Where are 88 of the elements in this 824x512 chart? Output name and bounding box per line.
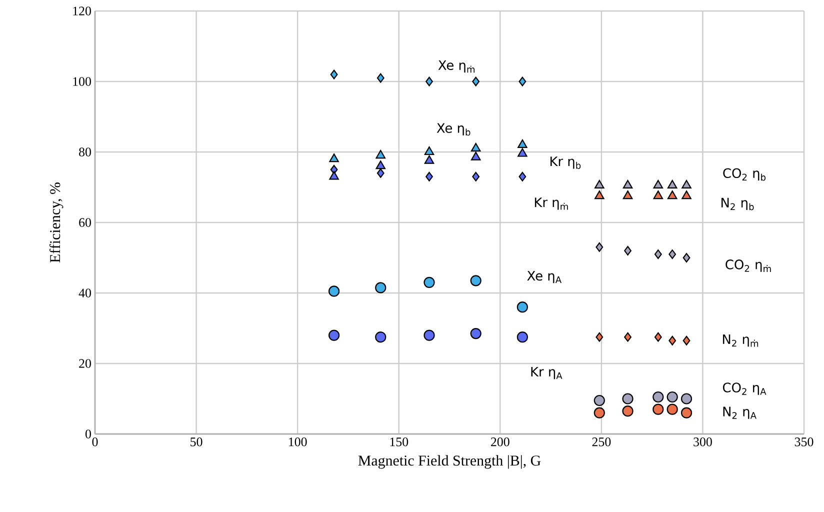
point: [594, 190, 604, 200]
text: CO$_{2}$ η$_{b}$: [723, 168, 766, 181]
point: [624, 246, 632, 256]
point: [424, 146, 434, 156]
text: N$_{2}$ η$_{A}$: [723, 406, 756, 419]
x-tick-label: 350: [794, 438, 814, 446]
y-tick-label: 40: [78, 288, 91, 298]
point: [470, 328, 482, 340]
point: [596, 332, 604, 342]
point: [426, 172, 433, 182]
x-axis-title: Magnetic Field Strength |B|, G: [358, 455, 541, 469]
point: [652, 404, 664, 415]
point: [426, 76, 433, 86]
point: [472, 76, 480, 86]
point: [376, 73, 384, 83]
point: [666, 391, 678, 403]
point: [518, 148, 528, 157]
x-tick-label: 250: [592, 438, 611, 446]
y-tick-label: 20: [79, 359, 91, 368]
x-tick-label: 150: [390, 438, 408, 446]
point: [424, 330, 435, 341]
point: [518, 76, 526, 86]
point: [654, 332, 662, 342]
point: [375, 282, 386, 294]
point: [594, 394, 605, 406]
point: [682, 252, 690, 262]
text: N$_{2}$ η$_{ṁ}$: [722, 334, 758, 347]
point: [516, 302, 528, 313]
point: [376, 160, 386, 170]
point: [622, 180, 633, 189]
point: [424, 155, 434, 164]
text: CO$_{2}$ η$_{ṁ}$: [726, 260, 771, 272]
point: [622, 406, 634, 417]
point: [470, 275, 482, 286]
point: [682, 180, 692, 189]
y-tick-label: 80: [79, 148, 91, 156]
point: [328, 330, 340, 341]
point: [682, 190, 692, 200]
point: [680, 393, 692, 404]
x-tick-label: 200: [490, 438, 510, 446]
y-tick-label: 60: [79, 218, 91, 227]
point: [470, 142, 481, 152]
series-label: Kr η$_{ṁ}$: [534, 198, 568, 210]
point: [472, 172, 480, 182]
point: [375, 332, 386, 343]
text: CO$_{2}$ η$_{A}$: [722, 382, 766, 395]
point: [624, 332, 632, 342]
point: [654, 249, 662, 259]
point: [667, 180, 678, 189]
point: [516, 332, 528, 343]
point: [470, 152, 481, 160]
point: [668, 336, 676, 346]
point: [667, 190, 678, 200]
x-tick-label: 300: [694, 438, 712, 446]
series-label: Xe η$_{A}$: [527, 271, 562, 284]
point: [682, 336, 690, 346]
point: [653, 190, 664, 200]
series-label: Xe η$_{ṁ}$: [438, 60, 475, 73]
point: [594, 407, 605, 418]
y-axis-title: Efficiency, %: [49, 182, 64, 263]
x-tick-label: 50: [190, 438, 202, 446]
point: [518, 172, 526, 182]
point: [622, 393, 634, 404]
point: [330, 70, 338, 80]
point: [594, 180, 604, 189]
point: [424, 276, 435, 288]
point: [652, 391, 664, 403]
point: [668, 249, 676, 259]
text: N$_{2}$ η$_{b}$: [722, 198, 754, 210]
point: [376, 150, 386, 159]
point: [653, 180, 664, 189]
point: [376, 168, 384, 178]
text: Kr η$_{A}$: [531, 367, 562, 380]
point: [329, 171, 339, 180]
y-tick-label: 120: [73, 6, 91, 16]
point: [666, 404, 678, 415]
point: [518, 139, 528, 148]
y-tick-label: 100: [73, 77, 91, 86]
series-label: Xe η$_{b}$: [436, 123, 470, 136]
series-label: Kr η$_{b}$: [550, 156, 581, 169]
point: [596, 242, 604, 252]
point: [680, 407, 692, 418]
point: [329, 153, 339, 162]
x-tick-label: 0: [92, 438, 98, 446]
x-tick-label: 100: [289, 438, 307, 446]
point: [328, 286, 340, 297]
point: [622, 190, 633, 200]
y-tick-label: 0: [86, 430, 91, 438]
